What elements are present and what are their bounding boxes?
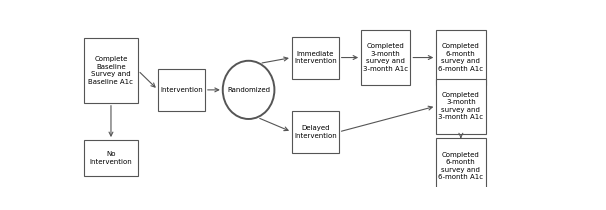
Text: Intervention: Intervention (160, 87, 203, 93)
Text: Randomized: Randomized (227, 87, 270, 93)
FancyBboxPatch shape (84, 38, 138, 103)
Text: Completed
3-month
survey and
3-month A1c: Completed 3-month survey and 3-month A1c (363, 43, 408, 72)
FancyBboxPatch shape (292, 37, 339, 79)
FancyBboxPatch shape (158, 69, 205, 111)
Text: Completed
3-month
survey and
3-month A1c: Completed 3-month survey and 3-month A1c (438, 92, 484, 120)
FancyBboxPatch shape (436, 30, 485, 85)
FancyBboxPatch shape (436, 138, 485, 193)
FancyBboxPatch shape (84, 140, 138, 176)
Text: No
Intervention: No Intervention (90, 151, 132, 165)
Text: Complete
Baseline
Survey and
Baseline A1c: Complete Baseline Survey and Baseline A1… (88, 56, 133, 85)
Text: Completed
6-month
survey and
6-month A1c: Completed 6-month survey and 6-month A1c (438, 43, 484, 72)
FancyBboxPatch shape (436, 79, 485, 134)
Text: Immediate
Intervention: Immediate Intervention (294, 51, 337, 64)
Text: Completed
6-month
survey and
6-month A1c: Completed 6-month survey and 6-month A1c (438, 152, 484, 180)
Text: Delayed
Intervention: Delayed Intervention (294, 125, 337, 139)
Ellipse shape (223, 61, 275, 119)
FancyBboxPatch shape (292, 111, 339, 153)
FancyBboxPatch shape (361, 30, 410, 85)
